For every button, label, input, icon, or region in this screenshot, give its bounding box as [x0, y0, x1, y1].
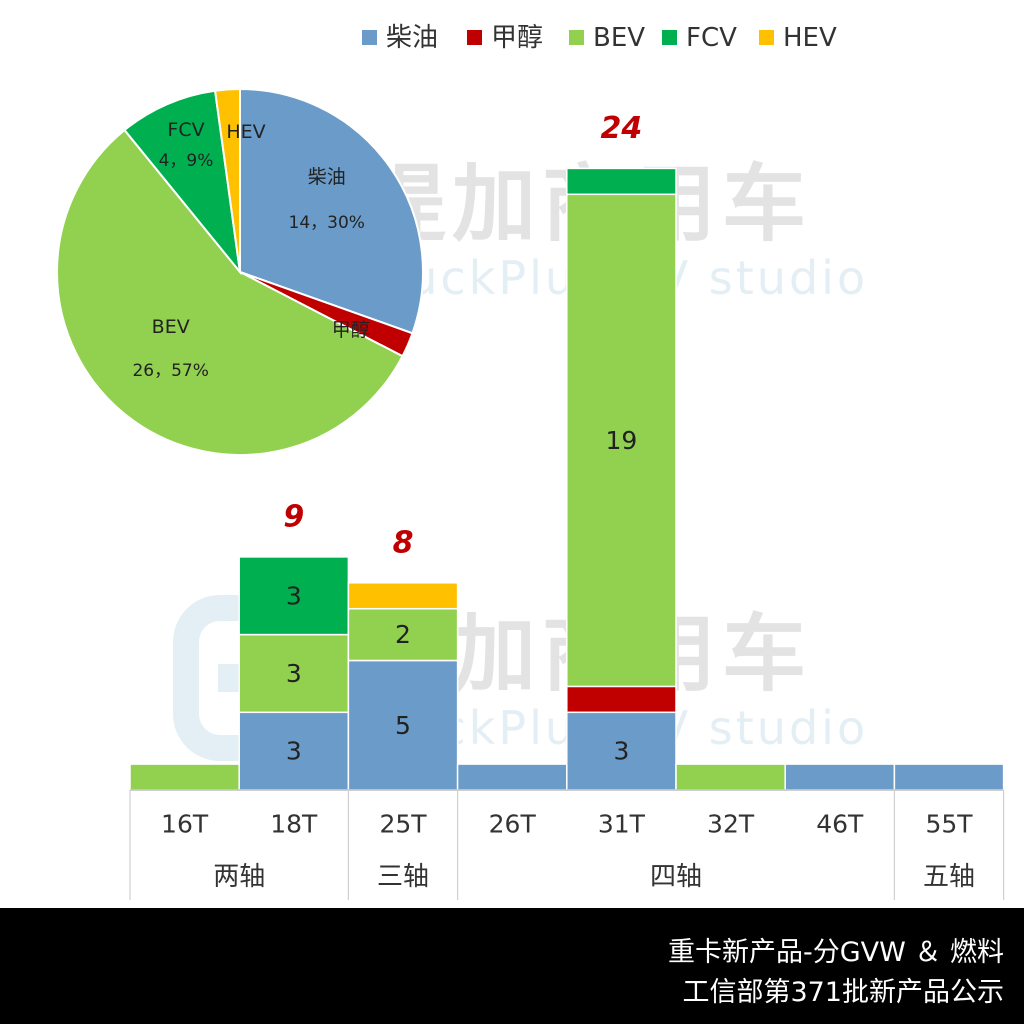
x-group-label: 五轴: [923, 862, 975, 892]
pie-chart: 柴油 14，30% 甲醇 BEV 26，57% FCV 4，9% HEV: [56, 87, 424, 456]
bar-segment: [238, 633, 350, 714]
bar-total-label: 9: [283, 499, 304, 534]
x-tick-label: 16T: [161, 810, 209, 839]
bar-segment-label: 3: [286, 737, 302, 766]
x-group-label: 三轴: [377, 862, 429, 892]
legend-entry-label: BEV: [593, 23, 645, 53]
footer-banner: 重卡新产品-分GVW ＆ 燃料 工信部第371批新产品公示: [0, 908, 1024, 1024]
legend-entry-label: FCV: [686, 23, 737, 53]
stacked-bar-chart: 3 3 3 9 5 2 8 3 19 24 16T 18T 25T 26T 31T 32T 46T 55T 两轴 三轴…: [129, 111, 1005, 900]
bar-segment: [347, 607, 459, 662]
pie-slice: [56, 128, 404, 456]
pie-label-name: 柴油: [308, 166, 346, 188]
legend: 柴油 甲醇 BEV FCV HEV: [362, 23, 837, 53]
x-tick-label: 55T: [925, 810, 973, 839]
legend-swatch: [467, 30, 482, 45]
bar-segment: [347, 582, 459, 610]
pie-slice: [213, 87, 241, 273]
bar-segment: [129, 763, 240, 791]
pie-label-value: 26，57%: [132, 361, 208, 381]
x-tick-label: 31T: [598, 810, 646, 839]
legend-swatch: [662, 30, 677, 45]
pie-label-name: BEV: [152, 316, 190, 338]
bar-segment-label: 3: [613, 737, 629, 766]
bar-total-label: 8: [393, 525, 414, 560]
bar-segment: [566, 193, 677, 688]
bar-segment-label: 5: [395, 711, 411, 740]
pie-label-name: FCV: [167, 119, 204, 141]
bar-segment: [347, 659, 459, 791]
pie-label-name: HEV: [226, 121, 265, 143]
pie-slice: [239, 87, 424, 335]
legend-swatch: [759, 30, 774, 45]
legend-swatch: [362, 30, 377, 45]
pie-slice: [123, 89, 242, 276]
legend-entry-label: 甲醇: [491, 23, 543, 53]
pie-label-value: 4，9%: [159, 151, 214, 171]
x-group-label: 四轴: [650, 862, 702, 892]
footer-title: 重卡新产品-分GVW ＆ 燃料: [668, 937, 1004, 968]
pie-label-name: 甲醇: [332, 319, 370, 341]
bar-segment: [566, 685, 677, 714]
x-group-label: 两轴: [213, 862, 265, 892]
x-tick-label: 26T: [489, 810, 537, 839]
bar-segment: [566, 711, 677, 791]
bar-segment: [675, 763, 786, 791]
x-tick-label: 18T: [270, 810, 318, 839]
legend-entry-label: 柴油: [386, 23, 438, 53]
footer-subtitle: 工信部第371批新产品公示: [682, 977, 1004, 1008]
bar-segment-label: 3: [286, 581, 302, 610]
bar-segment: [238, 556, 350, 636]
bar-segment-label: 19: [605, 426, 637, 455]
bar-segment: [456, 763, 568, 791]
bar-segment: [566, 167, 677, 196]
bar-total-label: 24: [601, 111, 643, 146]
x-tick-label: 32T: [707, 810, 755, 839]
legend-swatch: [569, 30, 584, 45]
x-tick-label: 25T: [379, 810, 427, 839]
bar-segment-label: 3: [286, 659, 302, 688]
pie-label-value: 14，30%: [289, 213, 365, 233]
legend-entry-label: HEV: [783, 23, 837, 53]
x-tick-label: 46T: [816, 810, 864, 839]
bar-segment: [893, 763, 1005, 791]
bar-segment-label: 2: [395, 620, 411, 649]
bar-segment: [784, 763, 896, 791]
